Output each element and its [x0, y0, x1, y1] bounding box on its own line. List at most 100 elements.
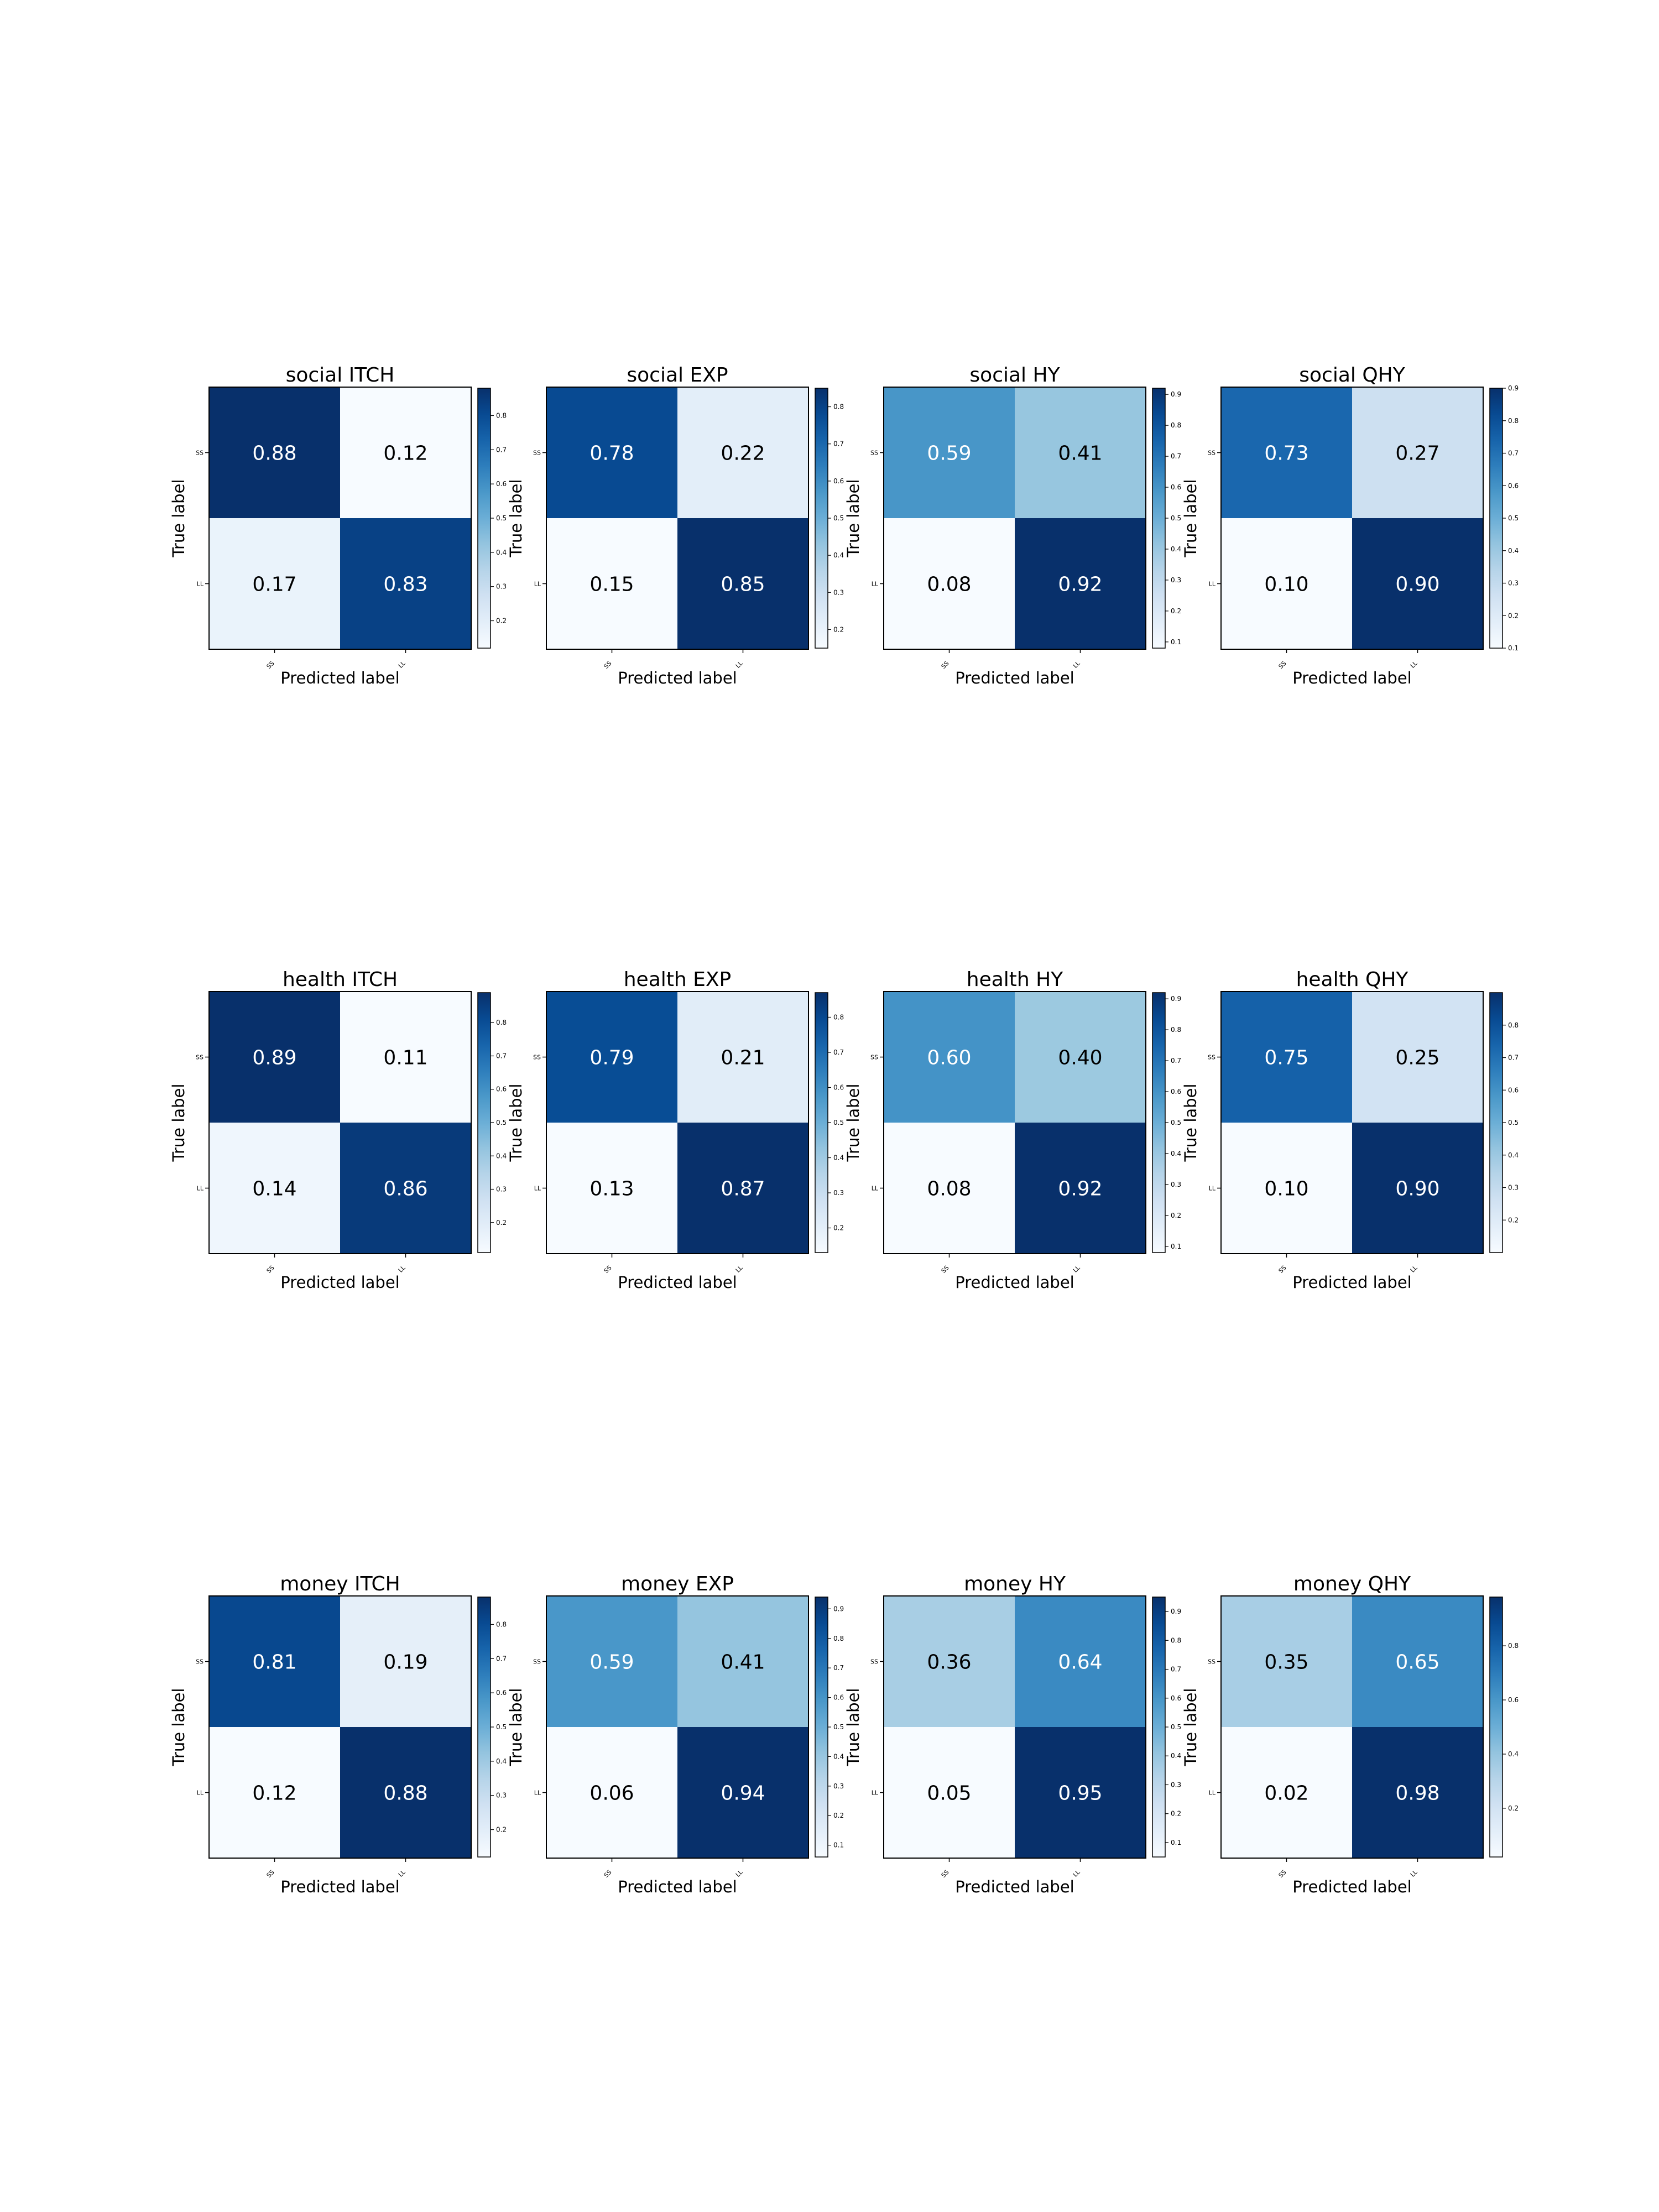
- colorbar-tick-label: 0.6: [496, 480, 507, 488]
- colorbar-tick-label: 0.2: [1508, 612, 1519, 619]
- heatmap-cell: [209, 387, 340, 518]
- cell-value-label: 0.88: [383, 1782, 427, 1805]
- x-axis-label: Predicted label: [955, 669, 1074, 687]
- colorbar: [815, 992, 828, 1253]
- heatmap-cell: [677, 1596, 808, 1727]
- colorbar-tick-label: 0.4: [496, 1757, 507, 1765]
- chart-title: social QHY: [1299, 364, 1405, 387]
- matrix-frame: [546, 387, 809, 650]
- heatmap-cell: [1221, 1596, 1352, 1727]
- y-axis-label: True label: [844, 1084, 863, 1162]
- chart-title: money QHY: [1293, 1573, 1411, 1595]
- colorbar-tick-label: 0.8: [1171, 421, 1181, 429]
- colorbar-tick-label: 0.3: [1171, 1181, 1181, 1188]
- heatmap-cell: [677, 387, 808, 518]
- colorbar-tick-label: 0.2: [1508, 1804, 1519, 1812]
- colorbar-tick-label: 0.3: [496, 1792, 507, 1799]
- x-tick-label: SS: [603, 1869, 613, 1879]
- y-tick-label: LL: [534, 1185, 541, 1192]
- chart-title: money HY: [964, 1573, 1066, 1595]
- matrix-frame: [1220, 1595, 1484, 1859]
- x-axis-label: Predicted label: [618, 669, 737, 687]
- cell-value-label: 0.92: [1058, 573, 1102, 596]
- heatmap-cell: [209, 992, 340, 1123]
- x-tick-label: SS: [265, 1869, 276, 1879]
- colorbar-tick-label: 0.1: [1171, 1839, 1181, 1846]
- colorbar-tick-label: 0.4: [496, 549, 507, 556]
- colorbar-tick-label: 0.9: [1171, 390, 1181, 398]
- y-axis-label: True label: [169, 479, 188, 558]
- colorbar-tick-label: 0.1: [1508, 644, 1519, 652]
- x-axis-label: Predicted label: [280, 1877, 400, 1896]
- heatmap-cell: [340, 992, 471, 1123]
- colorbar-tick-label: 0.7: [1508, 1054, 1519, 1062]
- chart-title: health HY: [967, 968, 1063, 991]
- cell-value-label: 0.10: [1264, 1178, 1308, 1201]
- colorbar-tick-label: 0.7: [1171, 1666, 1181, 1673]
- y-tick-label: LL: [197, 1790, 204, 1797]
- heatmap-cell: [546, 1596, 677, 1727]
- colorbar-tick-label: 0.7: [496, 1052, 507, 1060]
- cell-value-label: 0.41: [721, 1651, 765, 1674]
- colorbar-tick-label: 0.7: [1171, 1057, 1181, 1065]
- matrix-frame: [208, 1595, 472, 1859]
- matrix-frame: [883, 991, 1146, 1254]
- colorbar-tick-label: 0.6: [833, 1083, 844, 1091]
- y-tick-label: SS: [1208, 450, 1215, 457]
- colorbar-tick-label: 0.5: [1171, 514, 1181, 522]
- cell-value-label: 0.65: [1395, 1651, 1439, 1674]
- heatmap-cell: [1221, 1123, 1352, 1254]
- colorbar-tick-label: 0.4: [496, 1152, 507, 1160]
- y-tick-label: LL: [872, 581, 879, 588]
- y-tick-label: LL: [197, 581, 204, 588]
- heatmap-cell: [546, 387, 677, 518]
- colorbar-tick-label: 0.6: [1508, 1696, 1519, 1704]
- heatmap-cell: [340, 387, 471, 518]
- cell-value-label: 0.89: [252, 1047, 296, 1070]
- matrix-frame: [1220, 387, 1484, 650]
- colorbar-tick-label: 0.6: [833, 477, 844, 485]
- y-axis-label: True label: [507, 1084, 525, 1162]
- matrix-frame: [208, 991, 472, 1254]
- y-axis-label: True label: [1181, 1084, 1200, 1162]
- y-axis-label: True label: [507, 1688, 525, 1767]
- colorbar-tick-label: 0.3: [1508, 580, 1519, 587]
- y-tick-label: LL: [197, 1185, 204, 1192]
- x-axis-label: Predicted label: [280, 1273, 400, 1292]
- colorbar-tick-label: 0.3: [1171, 576, 1181, 584]
- x-axis-label: Predicted label: [955, 1877, 1074, 1896]
- cell-value-label: 0.95: [1058, 1782, 1102, 1805]
- colorbar-tick-label: 0.3: [1508, 1184, 1519, 1192]
- heatmap-cell: [1352, 1727, 1483, 1858]
- colorbar-tick-label: 0.4: [1171, 545, 1181, 553]
- y-tick-label: LL: [534, 1790, 541, 1797]
- y-tick-label: SS: [870, 1658, 878, 1666]
- heatmap-cell: [884, 387, 1015, 518]
- colorbar-tick-label: 0.2: [833, 625, 844, 633]
- cell-value-label: 0.12: [383, 442, 427, 465]
- heatmap-cell: [884, 1123, 1015, 1254]
- heatmap-cell: [677, 518, 808, 649]
- cell-value-label: 0.10: [1264, 573, 1308, 596]
- colorbar-tick-label: 0.2: [496, 617, 507, 625]
- y-axis-label: True label: [169, 1688, 188, 1767]
- heatmap-cell: [340, 518, 471, 649]
- colorbar-tick-label: 0.5: [1508, 514, 1519, 522]
- heatmap-cell: [677, 992, 808, 1123]
- colorbar-tick-label: 0.7: [1171, 452, 1181, 460]
- x-axis-label: Predicted label: [1292, 1877, 1412, 1896]
- colorbar: [1152, 388, 1166, 649]
- cell-value-label: 0.08: [927, 573, 971, 596]
- colorbar-tick-label: 0.7: [496, 446, 507, 453]
- x-axis-label: Predicted label: [618, 1877, 737, 1896]
- colorbar: [1152, 992, 1166, 1253]
- y-tick-label: SS: [533, 1658, 541, 1666]
- y-tick-label: LL: [534, 581, 541, 588]
- colorbar-tick-label: 0.7: [496, 1655, 507, 1662]
- cell-value-label: 0.19: [383, 1651, 427, 1674]
- colorbar-tick-label: 0.5: [496, 514, 507, 522]
